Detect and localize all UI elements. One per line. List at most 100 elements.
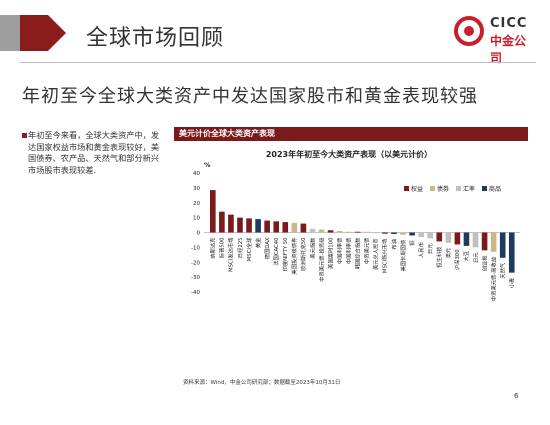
header-bar: 全球市场回顾 CICC 中金公司 [0, 0, 550, 65]
x-category-label: 小麦 [508, 277, 516, 288]
x-axis-labels: 纳斯达克 标普500 MSCI发达市场 日经225 MSCI全球 黄金 德国DAX 法国CAC… [209, 237, 516, 301]
bar-equity [264, 220, 270, 233]
bar-bond [345, 231, 352, 233]
bar-equity [454, 232, 461, 245]
x-category-label: 黄金 [254, 237, 262, 248]
x-category-label: 沪深300 [453, 249, 461, 270]
logo-circle-icon [454, 16, 484, 46]
x-category-label: 中国利率债 [344, 237, 352, 264]
bar-equity [354, 231, 361, 233]
legend-label-fx: 汇率 [463, 185, 475, 193]
legend-swatch-equity [404, 186, 409, 191]
bar-equity [237, 217, 243, 233]
x-category-label: 美国长期国债 [399, 239, 407, 271]
x-category-label: 法国CAC40 [272, 237, 280, 266]
bar-bond [364, 231, 370, 233]
y-tick-label: -10 [191, 245, 200, 251]
header-accent-gray [0, 15, 20, 51]
x-category-label: 中资美元债 [363, 237, 371, 264]
bar-equity [382, 232, 388, 234]
x-category-label: 恒生科技 [435, 246, 443, 268]
bar-bond [291, 222, 298, 233]
bar-fx [445, 232, 452, 243]
bar-fx [472, 232, 479, 248]
x-category-label: 标普500 [218, 237, 226, 258]
x-category-label: 人民币 [418, 242, 425, 258]
bar-commodity [499, 232, 506, 258]
source-note: 资料来源：Wind，中金公司研究部；数据截至2023年10月31日 [183, 380, 341, 386]
x-category-label: 中资美元债-高收益 [489, 256, 497, 301]
y-tick-label: 40 [193, 171, 200, 177]
bar-equity [219, 211, 225, 233]
legend-swatch-bond [430, 186, 435, 191]
bar-fx [373, 232, 379, 234]
bar-equity [300, 223, 307, 233]
bar-equity [273, 221, 280, 233]
bar-commodity [391, 232, 397, 234]
x-category-label: 天然气 [498, 262, 506, 279]
bar-commodity [463, 232, 470, 246]
bar-bond [400, 232, 406, 235]
x-category-label: 布油 [390, 239, 398, 250]
bar-commodity [409, 232, 415, 236]
bar-commodity [255, 219, 261, 233]
bar-chart: 2023年年初至今大类资产表现（以美元计价） % 权益 债券 汇率 商品 40 30 20… [191, 149, 520, 301]
chart-panel: 美元计价全球大类资产表现 2023年年初至今大类资产表现（以美元计价） % 权益… [174, 127, 528, 377]
x-category-label: 美国投资级债券 [290, 237, 298, 275]
x-category-label: 日元 [472, 252, 479, 263]
page-number: 6 [514, 392, 519, 400]
header-arrow-icon [48, 15, 66, 51]
bar-fx [427, 232, 434, 239]
bar-equity [210, 190, 216, 233]
cicc-logo: CICC 中金公司 [454, 12, 536, 65]
x-category-label: 纳斯达克 [209, 237, 217, 259]
y-tick-label: -30 [191, 275, 200, 281]
x-category-label: 美元兑人民币 [372, 238, 380, 270]
x-category-label: 中资美元债-投资级 [317, 237, 325, 282]
logo-text-en: CICC [490, 16, 528, 31]
bar-equity [327, 230, 334, 233]
legend-label-commodity: 商品 [489, 185, 501, 193]
x-category-label: MSCI新兴市场 [381, 239, 389, 273]
y-tick-label: -20 [191, 260, 200, 266]
x-category-label: 日经225 [236, 238, 244, 259]
bar-equity [228, 214, 234, 233]
x-category-label: 中国利率债 [335, 237, 343, 264]
bar-commodity [508, 232, 515, 273]
y-tick-label: -40 [191, 290, 200, 296]
x-category-label: 印度NIFTY 50 [281, 237, 289, 272]
bars-group [210, 190, 515, 273]
y-tick-label: 30 [193, 186, 200, 192]
bar-bond [336, 231, 343, 233]
x-category-label: 澳元 [444, 247, 452, 258]
x-category-label: 美元指数 [308, 237, 316, 259]
x-category-label: 日元 [427, 243, 434, 254]
x-category-label: 铜 [408, 240, 416, 245]
x-category-label: 德国DAX [263, 237, 271, 259]
x-category-label: 韩国综合指数 [354, 237, 362, 269]
x-category-label: 欧洲斯托克50 [299, 237, 307, 271]
x-category-label: MSCI发达市场 [227, 238, 235, 272]
chart-panel-header: 美元计价全球大类资产表现 [174, 127, 528, 141]
legend-label-bond: 债券 [437, 185, 449, 193]
y-tick-label: 0 [197, 231, 201, 237]
header-accent-red [20, 15, 48, 51]
bar-equity [436, 232, 443, 242]
logo-text-cn: 中金公司 [490, 34, 527, 65]
x-category-label: MSCI全球 [245, 237, 253, 261]
bar-equity [481, 232, 488, 251]
y-tick-label: 20 [193, 201, 200, 207]
chart-title: 2023年年初至今大类资产表现（以美元计价） [266, 149, 432, 159]
legend-swatch-fx [456, 186, 461, 191]
x-category-label: 美国富时100 [326, 237, 334, 269]
bar-equity [282, 222, 289, 233]
summary-text: 年初至今来看，全球大类资产中，发达国家权益市场和黄金表现较好，美国债券、农产品、… [28, 130, 160, 175]
bullet-icon [22, 133, 27, 138]
x-category-label: 创业板 [480, 255, 488, 272]
bar-fx [418, 232, 424, 237]
bar-equity [246, 218, 252, 233]
slide-subtitle: 年初至今全球大类资产中发达国家股市和黄金表现较强 [22, 86, 478, 107]
bar-bond [490, 232, 497, 252]
header-divider [20, 62, 536, 63]
legend-label-equity: 权益 [411, 185, 423, 193]
